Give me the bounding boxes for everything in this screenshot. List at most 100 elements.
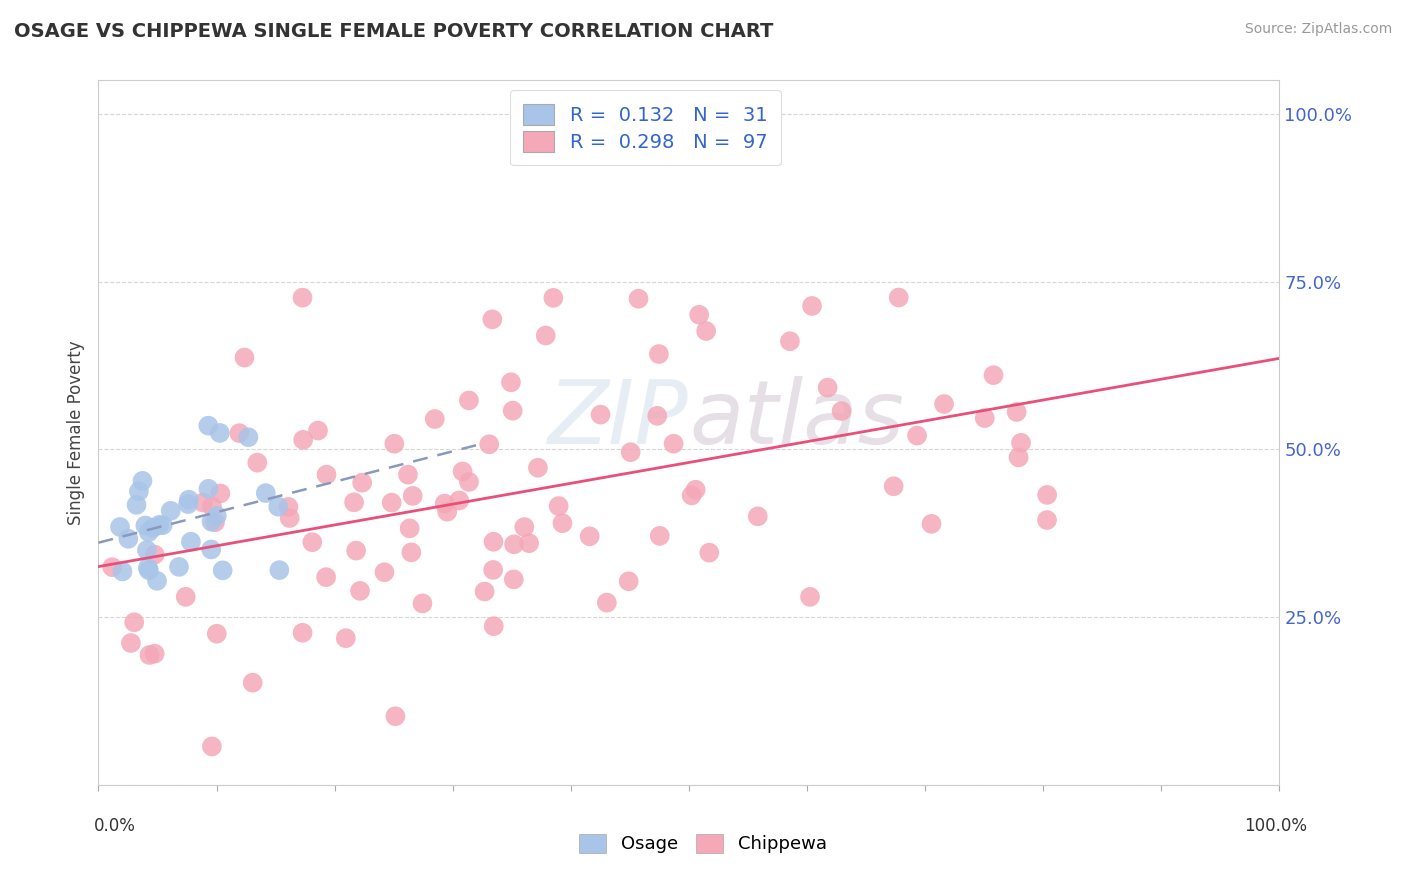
Point <box>228 426 250 441</box>
Point <box>146 574 169 588</box>
Point <box>517 536 540 550</box>
Point <box>474 584 496 599</box>
Point <box>120 636 142 650</box>
Point <box>352 475 374 490</box>
Point <box>983 368 1005 383</box>
Point <box>138 648 160 662</box>
Point <box>502 573 524 587</box>
Point <box>831 404 853 418</box>
Point <box>627 292 650 306</box>
Point <box>423 412 446 426</box>
Point <box>205 508 228 523</box>
Point <box>122 615 145 630</box>
Point <box>143 548 166 562</box>
Point <box>381 495 404 509</box>
Point <box>373 566 395 580</box>
Text: Source: ZipAtlas.com: Source: ZipAtlas.com <box>1244 22 1392 37</box>
Point <box>138 524 160 539</box>
Point <box>449 493 471 508</box>
Text: ZIP: ZIP <box>548 376 689 461</box>
Text: atlas: atlas <box>689 376 904 461</box>
Point <box>433 497 456 511</box>
Point <box>547 499 569 513</box>
Point <box>246 456 269 470</box>
Point <box>648 347 671 361</box>
Point <box>177 497 200 511</box>
Point <box>242 675 264 690</box>
Point <box>343 495 366 509</box>
Point <box>136 561 159 575</box>
Point <box>277 500 299 514</box>
Point <box>513 520 536 534</box>
Point <box>208 425 231 440</box>
Point <box>883 479 905 493</box>
Point <box>108 520 131 534</box>
Point <box>191 495 214 509</box>
Point <box>451 465 474 479</box>
Text: 100.0%: 100.0% <box>1244 817 1308 835</box>
Point <box>499 376 522 390</box>
Point <box>101 560 124 574</box>
Point <box>685 483 707 497</box>
Point <box>695 324 717 338</box>
Point <box>645 409 668 423</box>
Point <box>1036 488 1059 502</box>
Point <box>596 596 619 610</box>
Point <box>1007 450 1029 465</box>
Point <box>211 563 233 577</box>
Point <box>478 437 501 451</box>
Point <box>1036 513 1059 527</box>
Point <box>817 381 839 395</box>
Point <box>697 546 720 560</box>
Point <box>543 291 565 305</box>
Point <box>152 518 174 533</box>
Point <box>396 467 419 482</box>
Point <box>932 397 955 411</box>
Point <box>278 511 301 525</box>
Point <box>177 492 200 507</box>
Y-axis label: Single Female Poverty: Single Female Poverty <box>66 341 84 524</box>
Point <box>267 500 290 514</box>
Point <box>301 535 323 549</box>
Point <box>482 563 505 577</box>
Point <box>779 334 801 349</box>
Point <box>167 560 190 574</box>
Point <box>209 486 232 500</box>
Point <box>662 436 685 450</box>
Point <box>315 467 337 482</box>
Point <box>502 403 524 417</box>
Point <box>921 516 943 531</box>
Point <box>159 504 181 518</box>
Point <box>411 596 433 610</box>
Point <box>1005 405 1028 419</box>
Point <box>620 445 643 459</box>
Point <box>117 532 139 546</box>
Point <box>648 529 671 543</box>
Point <box>180 534 202 549</box>
Point <box>138 563 160 577</box>
Point <box>197 482 219 496</box>
Point <box>125 498 148 512</box>
Point <box>292 433 315 447</box>
Legend: Osage, Chippewa: Osage, Chippewa <box>572 827 834 861</box>
Point <box>398 521 420 535</box>
Point <box>905 428 928 442</box>
Text: OSAGE VS CHIPPEWA SINGLE FEMALE POVERTY CORRELATION CHART: OSAGE VS CHIPPEWA SINGLE FEMALE POVERTY … <box>14 22 773 41</box>
Point <box>801 299 824 313</box>
Point <box>688 308 710 322</box>
Point <box>200 515 222 529</box>
Point <box>128 484 150 499</box>
Point <box>200 542 222 557</box>
Point <box>307 424 329 438</box>
Point <box>887 291 910 305</box>
Point <box>617 574 640 589</box>
Point <box>1010 435 1032 450</box>
Point <box>201 739 224 754</box>
Point <box>589 408 612 422</box>
Text: 0.0%: 0.0% <box>94 817 136 835</box>
Point <box>681 488 703 502</box>
Point <box>254 486 277 500</box>
Point <box>349 583 371 598</box>
Point <box>384 709 406 723</box>
Point <box>402 489 425 503</box>
